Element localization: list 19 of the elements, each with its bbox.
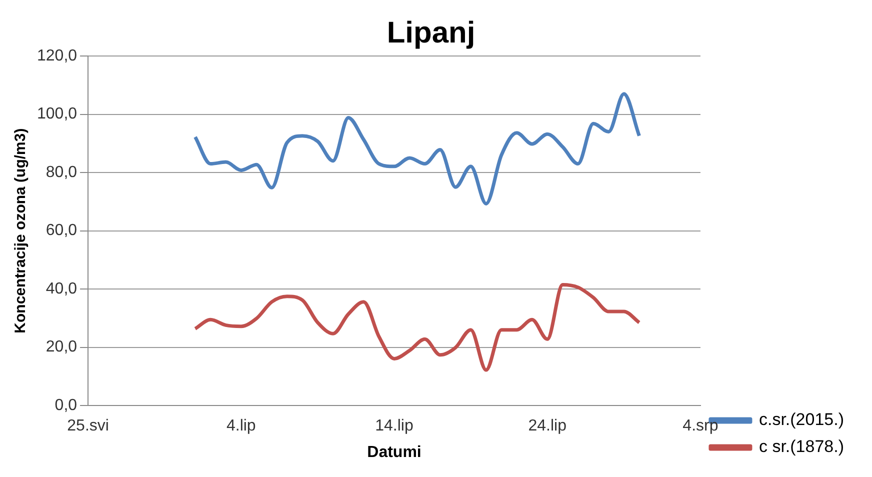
x-tick-label: 4.srp [682, 418, 718, 435]
legend-label: c sr.(1878.) [758, 437, 844, 456]
x-tick-label: 14.lip [375, 418, 414, 435]
y-tick-label: 120,0 [36, 47, 78, 64]
x-tick-label: 24.lip [528, 418, 567, 435]
y-tick-label: 0,0 [54, 397, 78, 414]
line-series [193, 92, 641, 206]
y-tick-label: 40,0 [46, 280, 78, 298]
y-tick-label: 80,0 [46, 164, 78, 181]
x-axis-title: Datumi [367, 444, 422, 461]
y-tick-label: 100,0 [36, 106, 78, 123]
x-tick-label: 4.lip [226, 418, 256, 435]
line-series [193, 282, 641, 372]
y-tick-label: 20,0 [46, 338, 78, 356]
y-tick-label: 60,0 [46, 222, 78, 240]
chart-title: Lipanj [386, 16, 476, 50]
legend-label: c.sr.(2015.) [758, 410, 844, 430]
x-tick-label: 25.svi [67, 418, 109, 435]
y-axis-title: Koncentracije ozona (ug/m3) [12, 128, 30, 334]
